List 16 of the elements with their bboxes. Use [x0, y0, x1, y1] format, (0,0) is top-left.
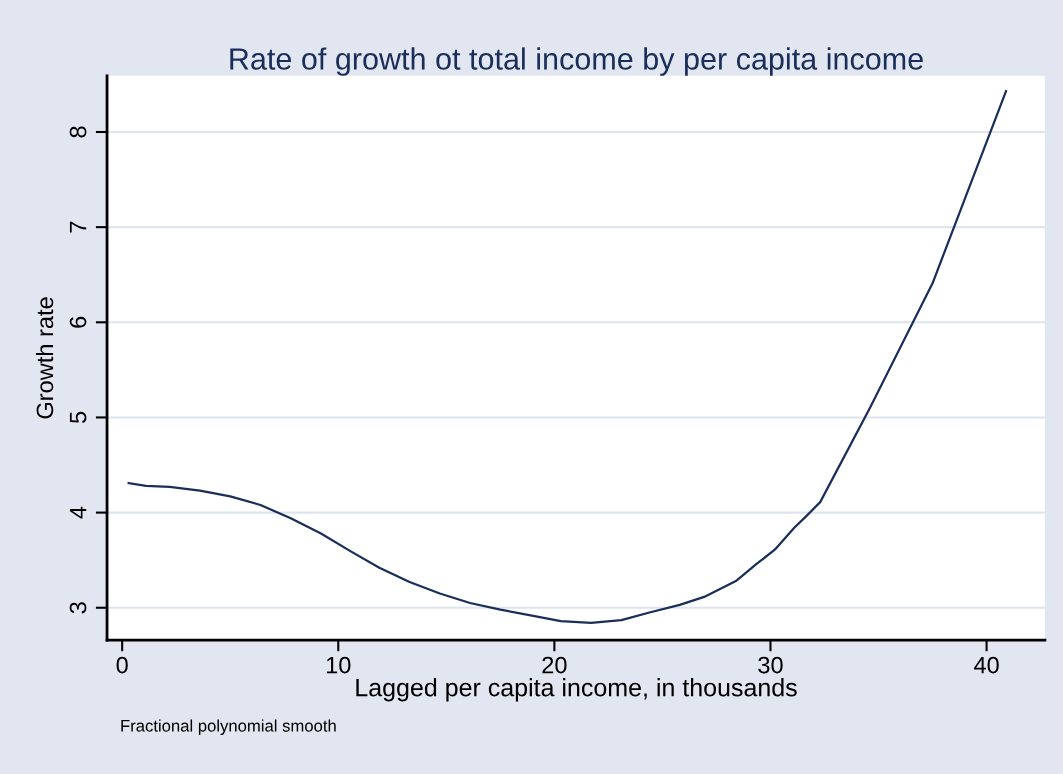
y-tick-label: 4	[69, 506, 87, 519]
y-axis-title: Growth rate	[35, 297, 54, 419]
chart-title: Rate of growth ot total income by per capita income	[230, 47, 923, 76]
y-tick-label: 5	[69, 411, 87, 424]
y-tick-label: 6	[69, 316, 87, 328]
y-tick-label: 7	[69, 221, 87, 233]
x-tick-label: 10	[326, 656, 351, 674]
line-series	[127, 89, 1008, 625]
x-axis-title: Lagged per capita income, in thousands	[356, 678, 797, 702]
y-tick-label: 3	[69, 602, 87, 614]
x-tick-label: 30	[758, 656, 783, 674]
x-tick-label: 0	[116, 656, 128, 674]
y-tick-label: 8	[69, 126, 87, 138]
x-tick-label: 40	[973, 656, 999, 674]
x-tick-label: 20	[542, 656, 567, 674]
text: Fractional polynomial smooth	[121, 719, 336, 735]
